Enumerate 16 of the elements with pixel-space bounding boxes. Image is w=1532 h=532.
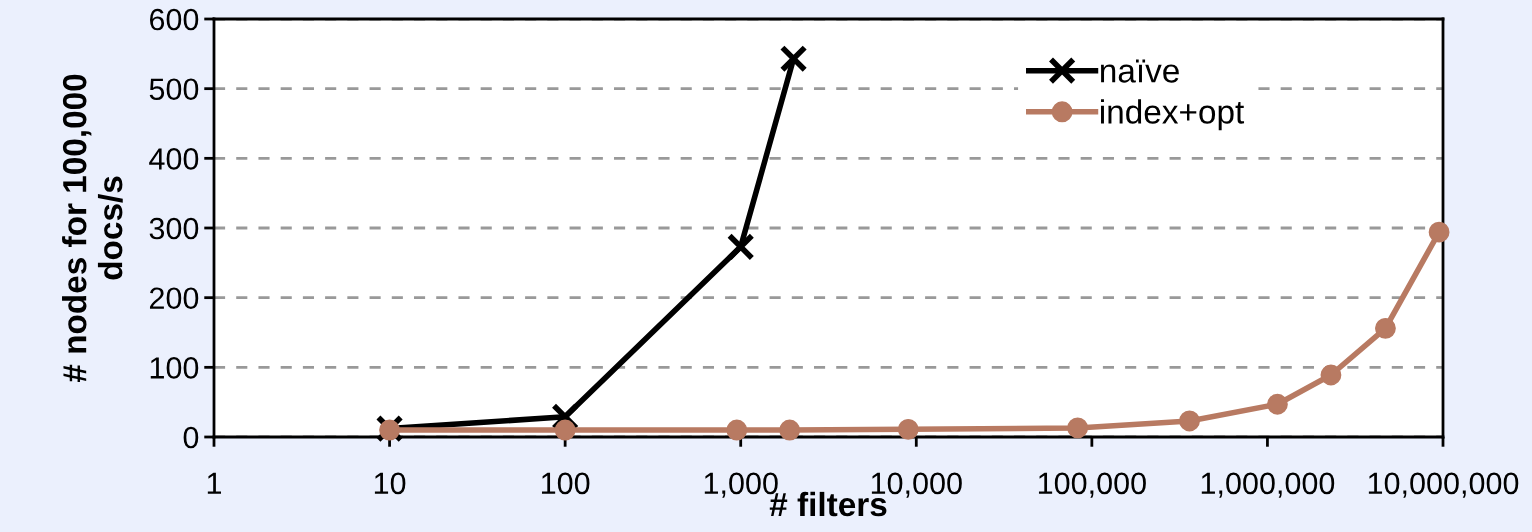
x-tick-label: 10 [374,472,406,495]
x-tick-label: 10,000,000 [1368,472,1519,498]
y-tick-label: 600 [149,8,199,31]
x-tick-label: 100,000 [1038,472,1146,498]
y-tick-label: 0 [183,426,199,449]
legend-label: index+opt [1101,99,1245,131]
y-axis-title: # nodes for 100,000 docs/s [62,74,123,383]
y-tick-label: 100 [150,357,199,379]
x-tick-label: 1,000,000 [1201,472,1335,498]
y-tick-label: 400 [149,148,199,170]
x-tick-label: 1 [207,472,222,494]
legend-label: naïve [1101,59,1179,83]
x-tick-label: 100 [541,472,590,495]
y-tick-label: 500 [149,78,199,101]
y-tick-label: 300 [149,217,199,240]
y-tick-label: 200 [149,287,199,310]
